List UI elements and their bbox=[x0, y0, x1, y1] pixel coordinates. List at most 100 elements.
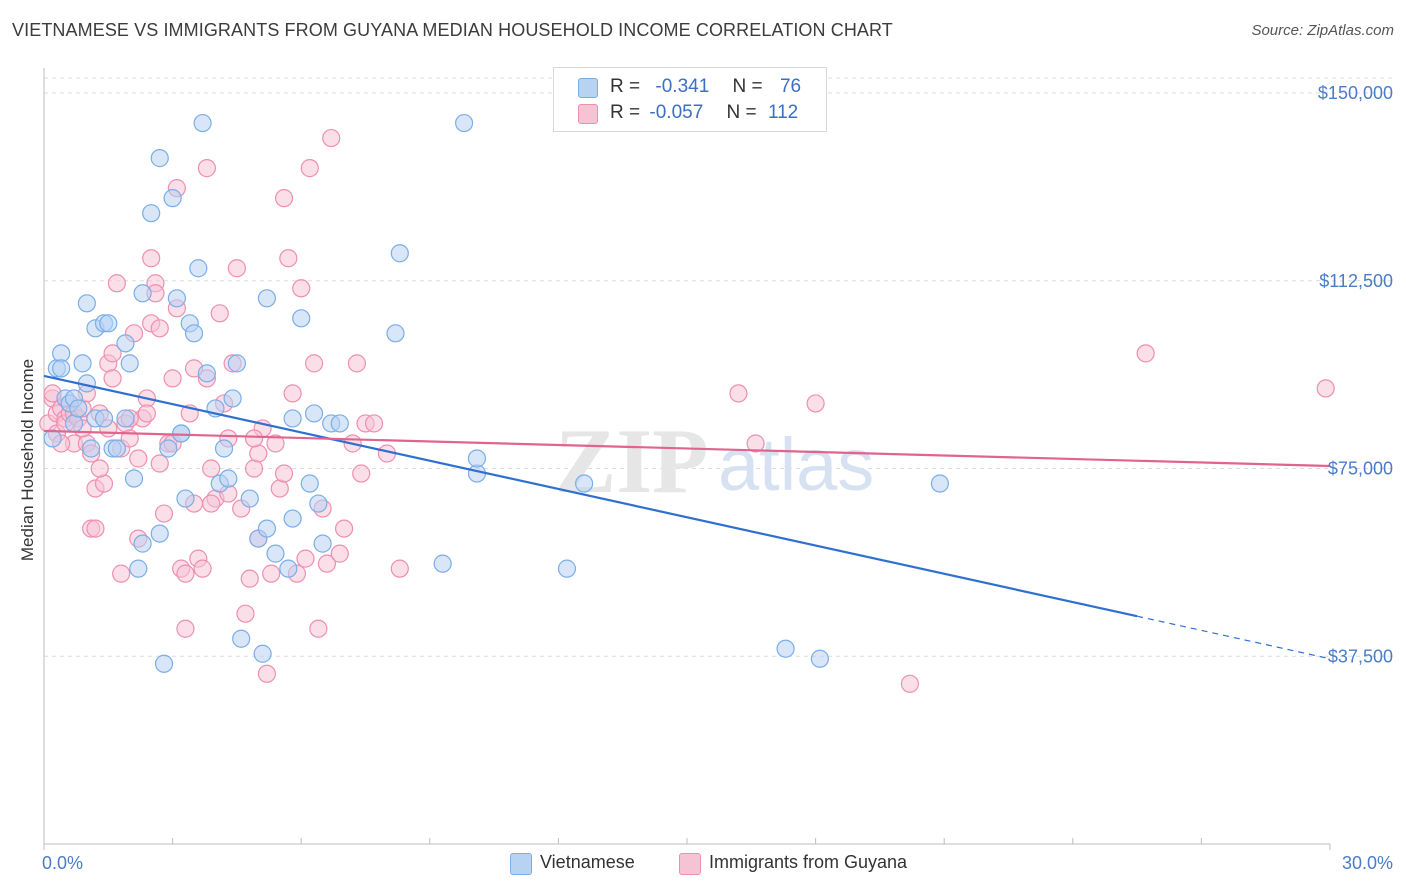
guyana-point bbox=[274, 464, 294, 483]
vietnamese-point bbox=[257, 519, 277, 538]
guyana-point bbox=[107, 274, 126, 293]
guyana-point bbox=[197, 159, 216, 178]
vietnamese-point bbox=[150, 149, 169, 168]
guyana-point bbox=[150, 319, 169, 338]
vietnamese-point bbox=[575, 474, 594, 493]
legend-swatch-blue bbox=[578, 78, 598, 98]
guyana-point bbox=[129, 449, 148, 468]
vietnamese-point bbox=[133, 534, 152, 553]
vietnamese-point bbox=[82, 439, 101, 458]
trend-line-guyana bbox=[43, 429, 1331, 468]
watermark-zip: ZIP bbox=[555, 410, 708, 512]
y-tick-label: $150,000 bbox=[1318, 83, 1393, 103]
vietnamese-point bbox=[107, 439, 126, 458]
vietnamese-point bbox=[176, 489, 195, 508]
vietnamese-point bbox=[386, 324, 405, 343]
guyana-point bbox=[86, 519, 105, 538]
x-tick-label-min: 0.0% bbox=[42, 853, 83, 873]
vietnamese-point bbox=[279, 559, 298, 578]
vietnamese-point bbox=[227, 354, 246, 373]
guyana-point bbox=[322, 128, 341, 148]
legend-r-label: R = bbox=[610, 76, 641, 97]
guyana-point bbox=[304, 354, 324, 373]
guyana-point bbox=[90, 459, 109, 478]
legend-swatch-pink bbox=[578, 104, 598, 124]
vietnamese-point bbox=[219, 469, 238, 488]
vietnamese-point bbox=[330, 414, 349, 433]
trend-line-vietnamese bbox=[43, 374, 1138, 618]
guyana-point bbox=[352, 464, 371, 483]
vietnamese-point bbox=[223, 389, 242, 408]
guyana-point bbox=[347, 354, 367, 373]
guyana-point bbox=[806, 394, 825, 413]
grid-lines bbox=[44, 77, 1392, 657]
vietnamese-point bbox=[77, 294, 96, 313]
vietnamese-point bbox=[154, 654, 174, 673]
vietnamese-point bbox=[304, 404, 324, 423]
guyana-point bbox=[364, 414, 384, 433]
trend-line-vietnamese-extension bbox=[1136, 615, 1331, 660]
guyana-point bbox=[334, 519, 354, 538]
vietnamese-point bbox=[43, 429, 62, 448]
guyana-point bbox=[236, 604, 255, 623]
vietnamese-point bbox=[163, 189, 182, 208]
legend-n-label: N = bbox=[732, 76, 763, 97]
vietnamese-point bbox=[133, 284, 152, 303]
guyana-point bbox=[296, 549, 315, 568]
vietnamese-point bbox=[116, 409, 135, 428]
vietnamese-point bbox=[189, 259, 208, 278]
guyana-point bbox=[309, 619, 328, 638]
guyana-point bbox=[244, 429, 264, 448]
vietnamese-point bbox=[232, 629, 251, 648]
guyana-point bbox=[163, 369, 182, 388]
guyana-point bbox=[103, 344, 122, 363]
guyana-point bbox=[112, 564, 131, 583]
x-tick-label-max: 30.0% bbox=[1342, 853, 1393, 873]
legend-r-value: -0.341 bbox=[655, 76, 710, 97]
guyana-point bbox=[137, 404, 156, 423]
guyana-point bbox=[210, 304, 229, 323]
guyana-point bbox=[1136, 344, 1155, 363]
guyana-point bbox=[193, 559, 212, 578]
vietnamese-point bbox=[124, 469, 144, 488]
vietnamese-point bbox=[64, 414, 84, 433]
vietnamese-point bbox=[390, 244, 409, 263]
guyana-point bbox=[262, 564, 281, 583]
legend-n-value: 112 bbox=[767, 102, 799, 123]
vietnamese-point bbox=[454, 113, 474, 133]
vietnamese-point bbox=[557, 559, 577, 578]
vietnamese-point bbox=[94, 409, 114, 428]
legend-r-label: R = bbox=[610, 102, 641, 123]
vietnamese-point bbox=[120, 354, 139, 373]
vietnamese-point bbox=[253, 644, 272, 663]
guyana-point bbox=[317, 554, 337, 573]
guyana-point bbox=[103, 369, 122, 388]
vietnamese-point bbox=[116, 334, 135, 353]
guyana-point bbox=[240, 569, 259, 588]
vietnamese-point bbox=[810, 649, 829, 668]
bottom-legend-swatch-pink bbox=[679, 853, 701, 875]
guyana-point bbox=[300, 159, 319, 178]
vietnamese-point bbox=[776, 639, 795, 658]
guyana-point bbox=[150, 454, 169, 473]
vietnamese-point bbox=[266, 544, 285, 563]
guyana-point bbox=[202, 459, 221, 478]
vietnamese-point bbox=[313, 534, 332, 553]
legend: R = -0.341 N = 76 R = -0.057 N = 112 bbox=[553, 67, 827, 132]
guyana-point bbox=[330, 544, 349, 563]
vietnamese-point bbox=[283, 409, 302, 428]
vietnamese-point bbox=[167, 289, 186, 308]
vietnamese-point bbox=[52, 359, 71, 378]
guyana-point bbox=[176, 619, 195, 638]
vietnamese-point bbox=[69, 399, 88, 418]
vietnamese-point bbox=[159, 439, 178, 458]
guyana-point bbox=[292, 279, 311, 298]
guyana-point bbox=[154, 504, 174, 523]
vietnamese-point bbox=[193, 113, 212, 133]
guyana-point bbox=[176, 564, 195, 583]
tick-labels: $37,500 $75,000 $112,500 $150,000 0.0% 30.0% bbox=[42, 83, 1393, 873]
guyana-point bbox=[266, 434, 285, 453]
guyana-point bbox=[1316, 379, 1335, 398]
vietnamese-point bbox=[129, 559, 148, 578]
